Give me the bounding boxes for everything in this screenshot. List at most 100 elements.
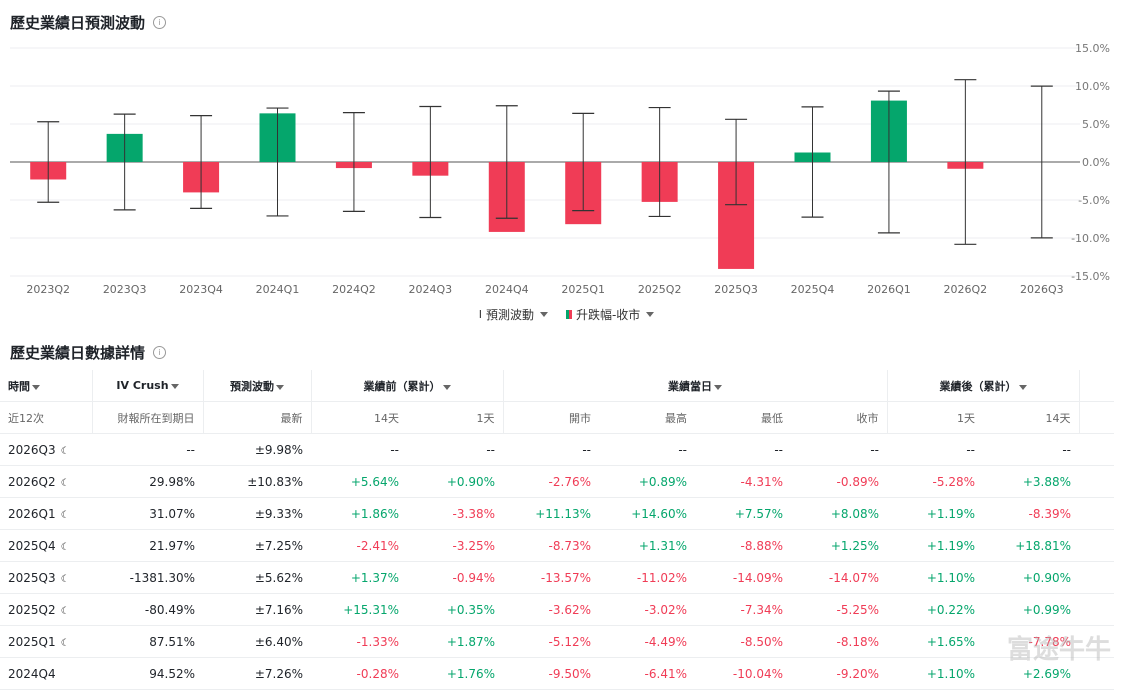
table-header-row: 時間 IV Crush 預測波動 業績前（累計） 業績當日 業績後（累計） <box>0 370 1114 402</box>
info-icon[interactable]: i <box>153 346 167 359</box>
table-row[interactable]: 2025Q2 ☾ -80.49% ±7.16% +15.31% +0.35% -3.62% -… <box>0 593 1114 626</box>
y-tick-label: -5.0% <box>1078 194 1110 207</box>
legend-expected-move[interactable]: I 預測波動 <box>479 306 548 323</box>
value-cell: +1.25% <box>791 529 887 562</box>
header-after[interactable]: 業績後（累計） <box>887 370 1080 402</box>
value-cell: -2.76% <box>503 465 599 498</box>
moon-icon: ☾ <box>60 573 70 585</box>
value-cell: -3.25% <box>407 529 503 562</box>
value-cell: ±10.83% <box>203 465 311 498</box>
subheader-cell: 1天 <box>407 401 504 434</box>
value-cell: +14.60% <box>599 497 695 530</box>
value-cell: -- <box>599 433 695 466</box>
chevron-down-icon <box>646 312 655 317</box>
value-cell: -80.49% <box>92 593 203 626</box>
earnings-table: 時間 IV Crush 預測波動 業績前（累計） 業績當日 業績後（累計） 近1… <box>0 370 1114 690</box>
table-row[interactable]: 2025Q3 ☾ -1381.30% ±5.62% +1.37% -0.94% -13.57… <box>0 561 1114 594</box>
x-tick-label: 2024Q1 <box>256 283 300 296</box>
value-cell: -4.31% <box>695 465 791 498</box>
x-tick-label: 2023Q3 <box>103 283 147 296</box>
x-tick-label: 2024Q2 <box>332 283 376 296</box>
value-cell: +1.31% <box>599 529 695 562</box>
value-cell: +3.88% <box>983 465 1079 498</box>
value-cell: -2.41% <box>311 529 407 562</box>
table-row[interactable]: 2026Q1 ☾ 31.07% ±9.33% +1.86% -3.38% +11.13% +1… <box>0 497 1114 530</box>
x-tick-label: 2025Q1 <box>561 283 605 296</box>
value-cell: -4.49% <box>599 625 695 658</box>
value-cell: -8.50% <box>695 625 791 658</box>
chart-legend: I 預測波動 升跌幅-收市 <box>0 306 1133 323</box>
value-cell: -11.02% <box>599 561 695 594</box>
header-iv-crush[interactable]: IV Crush <box>92 370 204 402</box>
x-tick-label: 2024Q3 <box>409 283 453 296</box>
y-tick-label: -10.0% <box>1071 232 1110 245</box>
quarter-cell: 2025Q1 ☾ <box>0 625 92 658</box>
chevron-down-icon <box>1018 384 1027 390</box>
value-cell: +0.90% <box>407 465 503 498</box>
bar-swatch-icon <box>565 310 572 319</box>
y-tick-label: 10.0% <box>1075 80 1110 93</box>
header-day[interactable]: 業績當日 <box>503 370 888 402</box>
subheader-cell: 最低 <box>695 401 791 434</box>
x-tick-label: 2026Q3 <box>1020 283 1064 296</box>
chevron-down-icon <box>170 384 179 389</box>
header-time[interactable]: 時間 <box>0 370 93 402</box>
value-cell: -13.57% <box>503 561 599 594</box>
value-cell: ±9.33% <box>203 497 311 530</box>
subheader-cell: 14天 <box>983 401 1080 434</box>
legend-close-change[interactable]: 升跌幅-收市 <box>565 306 655 323</box>
value-cell: -5.28% <box>887 465 983 498</box>
x-tick-label: 2026Q1 <box>867 283 911 296</box>
subheader-cell: 收市 <box>791 401 888 434</box>
moon-icon: ☾ <box>60 445 70 457</box>
table-section-title: 歷史業績日數據詳情 i <box>10 342 167 363</box>
subheader-cell: 1天 <box>887 401 983 434</box>
value-cell: -10.04% <box>695 657 791 690</box>
value-cell: -- <box>311 433 407 466</box>
table-row[interactable]: 2025Q1 ☾ 87.51% ±6.40% -1.33% +1.87% -5.12% -4.… <box>0 625 1114 658</box>
value-cell: ±7.16% <box>203 593 311 626</box>
header-before[interactable]: 業績前（累計） <box>311 370 504 402</box>
value-cell: +18.81% <box>983 529 1079 562</box>
value-cell: -8.73% <box>503 529 599 562</box>
table-row[interactable]: 2025Q4 ☾ 21.97% ±7.25% -2.41% -3.25% -8.73% +1.… <box>0 529 1114 562</box>
quarter-cell: 2026Q1 ☾ <box>0 497 92 530</box>
table-row[interactable]: 2024Q4 94.52% ±7.26% -0.28% +1.76% -9.50% -6.4… <box>0 657 1114 690</box>
subheader-cell: 14天 <box>311 401 407 434</box>
table-row[interactable]: 2026Q3 ☾ -- ±9.98% -- -- -- -- -- -- -- -- <box>0 433 1114 466</box>
value-cell: -1381.30% <box>92 561 203 594</box>
x-tick-label: 2023Q2 <box>26 283 70 296</box>
value-cell: -0.89% <box>791 465 887 498</box>
chevron-down-icon <box>276 384 284 390</box>
value-cell: +11.13% <box>503 497 599 530</box>
chevron-down-icon <box>539 312 548 317</box>
value-cell: -3.02% <box>599 593 695 626</box>
quarter-cell: 2026Q3 ☾ <box>0 433 92 466</box>
value-cell: -5.12% <box>503 625 599 658</box>
subheader-cell: 開市 <box>503 401 599 434</box>
y-tick-label: 0.0% <box>1082 156 1110 169</box>
value-cell: -8.88% <box>695 529 791 562</box>
value-cell: -5.25% <box>791 593 887 626</box>
value-cell: 29.98% <box>92 465 203 498</box>
quarter-cell: 2025Q2 ☾ <box>0 593 92 626</box>
value-cell: +0.99% <box>983 593 1079 626</box>
subheader-cell: 近12次 <box>0 401 93 434</box>
value-cell: -- <box>503 433 599 466</box>
moon-icon: ☾ <box>60 477 70 489</box>
value-cell: +1.10% <box>887 657 983 690</box>
value-cell: -9.50% <box>503 657 599 690</box>
value-cell: +7.57% <box>695 497 791 530</box>
x-tick-label: 2026Q2 <box>944 283 988 296</box>
x-tick-label: 2025Q4 <box>791 283 835 296</box>
info-icon[interactable]: i <box>153 16 167 29</box>
y-tick-label: 5.0% <box>1082 118 1110 131</box>
table-row[interactable]: 2026Q2 ☾ 29.98% ±10.83% +5.64% +0.90% -2.76% +0… <box>0 465 1114 498</box>
chevron-down-icon <box>714 384 722 390</box>
table-subheader-row: 近12次 財報所在到期日 最新 14天 1天 開市 最高 最低 收市 1天 14天 <box>0 401 1114 434</box>
header-expected-move[interactable]: 預測波動 <box>203 370 312 402</box>
value-cell: +1.87% <box>407 625 503 658</box>
chevron-down-icon <box>442 384 451 390</box>
x-tick-label: 2023Q4 <box>179 283 223 296</box>
quarter-cell: 2025Q4 ☾ <box>0 529 92 562</box>
